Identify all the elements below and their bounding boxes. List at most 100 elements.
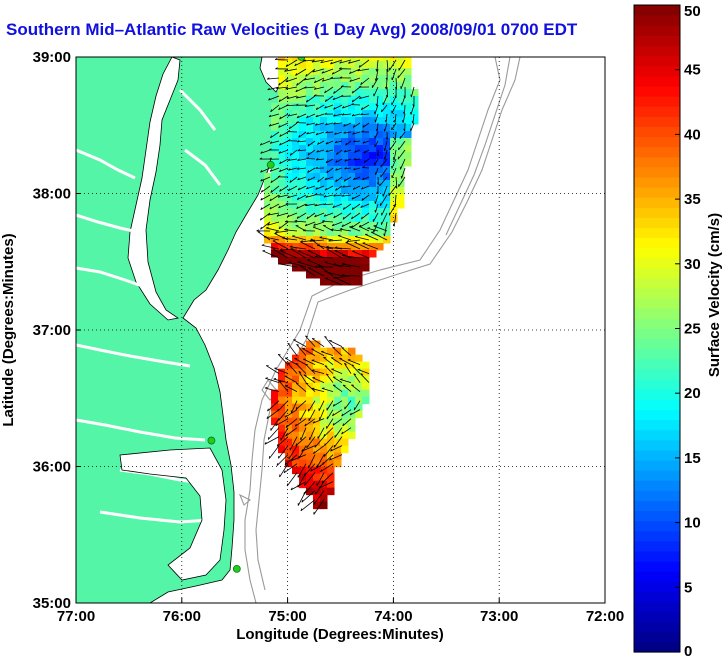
velocity-vector [285, 418, 298, 428]
north-cell [383, 229, 391, 237]
north-cell [362, 68, 370, 76]
velocity-vector-head [270, 180, 273, 183]
north-cell [397, 166, 405, 174]
north-cell [327, 215, 335, 223]
velocity-vector [306, 113, 316, 119]
velocity-vector [376, 122, 379, 132]
south-cell [341, 424, 349, 433]
velocity-vector [260, 167, 271, 173]
north-cell [334, 208, 342, 216]
north-cell [320, 271, 328, 279]
south-cell [320, 473, 328, 482]
north-cell [390, 124, 398, 132]
south-cell [306, 389, 314, 398]
velocity-vector [307, 167, 316, 173]
velocity-vector-head [345, 142, 348, 146]
velocity-vector [324, 185, 334, 191]
north-cell [341, 208, 349, 216]
velocity-vector [321, 387, 334, 393]
velocity-vector [352, 185, 361, 190]
velocity-vector [380, 167, 388, 178]
north-cell [334, 152, 342, 160]
north-cell [285, 208, 293, 216]
velocity-vector [304, 104, 316, 107]
velocity-vector-head [351, 103, 354, 105]
south-cell [334, 375, 342, 384]
colorbar-scale [634, 5, 680, 653]
velocity-vector [389, 140, 397, 151]
north-cell [362, 187, 370, 195]
north-cell [348, 57, 356, 62]
colorbar-step [634, 146, 680, 158]
north-cell [327, 159, 335, 167]
north-cell [383, 222, 391, 230]
south-cell [313, 438, 321, 447]
north-cell [355, 96, 363, 104]
velocity-vector [372, 212, 379, 222]
north-cell [327, 187, 335, 195]
colorbar-step [634, 510, 680, 522]
north-cell [313, 138, 321, 146]
velocity-vector-head [325, 160, 328, 164]
velocity-vector [260, 140, 271, 146]
north-cell [383, 57, 391, 62]
velocity-vector [272, 248, 289, 259]
velocity-vector [375, 167, 379, 176]
north-cell [278, 208, 286, 216]
north-cell [278, 61, 286, 69]
north-cell [362, 264, 370, 272]
velocity-vector-head [296, 115, 299, 119]
velocity-vector-head [304, 423, 307, 427]
north-cell [397, 89, 405, 97]
south-cell [327, 354, 335, 363]
south-cell [348, 368, 356, 377]
velocity-vector [295, 436, 307, 447]
south-cell [334, 424, 342, 433]
velocity-vector-head [332, 346, 336, 349]
colorbar-step [634, 520, 680, 532]
north-cell [334, 194, 342, 202]
velocity-vector-head [339, 61, 342, 64]
north-cell [376, 117, 384, 125]
north-cell [292, 138, 300, 146]
north-cell [271, 243, 279, 251]
north-cell [341, 166, 349, 174]
north-cell [390, 75, 398, 83]
south-cell [306, 480, 314, 489]
north-cell [369, 187, 377, 195]
north-cell [376, 145, 384, 153]
velocity-vector [278, 77, 289, 86]
north-cell [341, 159, 349, 167]
velocity-vector-head [341, 194, 345, 197]
south-cell [334, 431, 342, 440]
velocity-vector [296, 113, 307, 119]
colorbar-tick-label: 15 [684, 450, 701, 467]
north-cell [397, 75, 405, 83]
velocity-vector-head [333, 215, 336, 219]
velocity-vector [304, 77, 316, 81]
velocity-vector-head [291, 458, 294, 461]
south-cell [341, 438, 349, 447]
velocity-vector [323, 194, 334, 198]
south-cell [334, 459, 342, 468]
velocity-vector-head [351, 90, 354, 94]
north-cell [376, 166, 384, 174]
velocity-vector-head [287, 362, 291, 365]
north-cell [390, 173, 398, 181]
velocity-vector [284, 454, 298, 466]
colorbar-step [634, 500, 680, 512]
south-cell [334, 410, 342, 419]
velocity-vector [371, 77, 379, 88]
north-cell [313, 222, 321, 230]
velocity-vector-head [314, 265, 318, 268]
north-cell [362, 110, 370, 118]
velocity-vector [358, 59, 370, 68]
south-cell [327, 459, 335, 468]
south-cell [299, 403, 307, 412]
velocity-vector [297, 149, 307, 152]
y-tick-label: 37:00 [33, 322, 71, 339]
south-cell [313, 410, 321, 419]
velocity-vector [303, 481, 316, 495]
north-cell [376, 124, 384, 132]
